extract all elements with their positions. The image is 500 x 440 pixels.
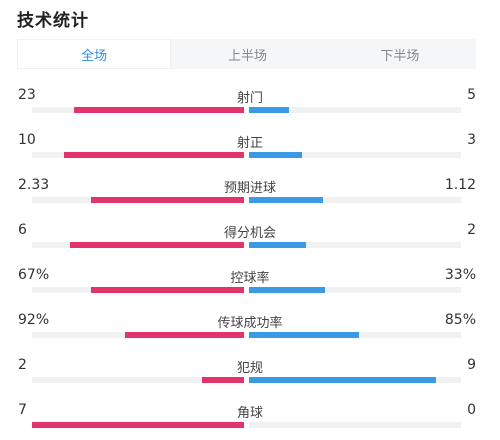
tab-second-half[interactable]: 下半场	[380, 48, 420, 64]
home-track	[32, 377, 244, 383]
away-bar	[249, 107, 289, 113]
away-track	[249, 287, 461, 293]
stat-label: 预期进球	[223, 181, 276, 196]
home-value: 7	[18, 402, 27, 418]
home-bar	[64, 152, 244, 158]
away-track	[249, 197, 461, 203]
stat-label: 角球	[236, 406, 263, 421]
home-value: 67%	[18, 267, 50, 283]
stat-row: 6 得分机会 2	[0, 222, 500, 262]
away-value: 1.12	[444, 177, 476, 193]
away-bar	[249, 377, 436, 383]
stat-row: 67% 控球率 33%	[0, 267, 500, 307]
home-value: 10	[18, 132, 36, 148]
home-value: 23	[18, 87, 36, 103]
away-track	[249, 422, 461, 428]
away-bar	[249, 287, 325, 293]
away-value: 5	[467, 87, 476, 103]
stat-row: 23 射门 5	[0, 87, 500, 127]
away-value: 9	[467, 357, 476, 373]
stat-label: 得分机会	[223, 226, 276, 241]
stat-label: 射门	[236, 91, 263, 106]
away-value: 0	[467, 402, 476, 418]
tab-full-match[interactable]: 全场	[17, 39, 172, 69]
away-value: 2	[467, 222, 476, 238]
away-bar	[249, 152, 302, 158]
home-value: 92%	[18, 312, 50, 328]
away-value: 33%	[444, 267, 476, 283]
tab-first-half[interactable]: 上半场	[227, 48, 267, 64]
stat-row: 2.33 预期进球 1.12	[0, 177, 500, 217]
home-value: 6	[18, 222, 27, 238]
home-bar	[91, 287, 244, 293]
home-bar	[74, 107, 244, 113]
home-bar	[202, 377, 244, 383]
page-title: 技术统计	[17, 11, 89, 31]
home-bar	[125, 332, 244, 338]
home-bar	[32, 422, 244, 428]
stat-label: 犯规	[236, 361, 263, 376]
away-track	[249, 242, 461, 248]
home-bar	[91, 197, 244, 203]
away-track	[249, 107, 461, 113]
stat-row: 92% 传球成功率 85%	[0, 312, 500, 352]
home-value: 2.33	[18, 177, 50, 193]
away-track	[249, 152, 461, 158]
away-bar	[249, 197, 323, 203]
away-value: 85%	[444, 312, 476, 328]
period-tabs: 全场 上半场 下半场	[17, 39, 476, 69]
stat-label: 传球成功率	[217, 316, 283, 331]
stat-label: 射正	[236, 136, 263, 151]
stat-row: 10 射正 3	[0, 132, 500, 172]
away-value: 3	[467, 132, 476, 148]
home-bar	[70, 242, 244, 248]
stat-row: 2 犯规 9	[0, 357, 500, 397]
home-value: 2	[18, 357, 27, 373]
away-bar	[249, 242, 306, 248]
stat-label: 控球率	[230, 271, 270, 286]
away-bar	[249, 332, 359, 338]
stat-row: 7 角球 0	[0, 402, 500, 440]
